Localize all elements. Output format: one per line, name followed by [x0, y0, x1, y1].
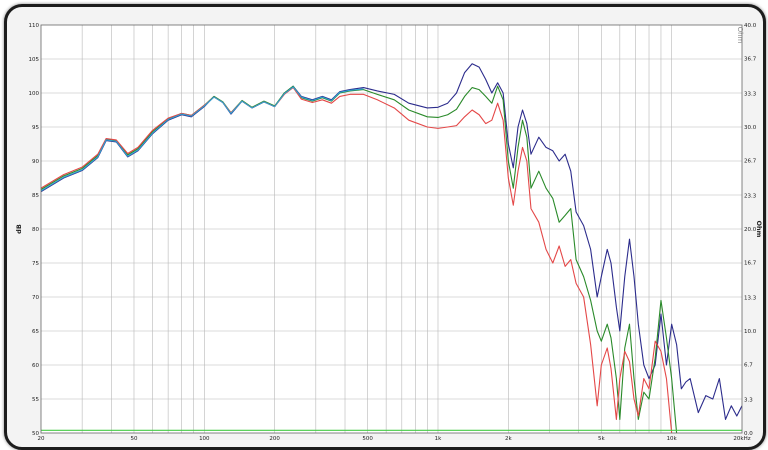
- x-tick-label: 5k: [598, 436, 605, 442]
- x-tick-label: 200: [269, 436, 280, 442]
- y2-tick-label: 33.3: [744, 91, 757, 97]
- series-line-4: [41, 86, 364, 192]
- y-tick-label: 50: [32, 431, 39, 437]
- x-tick-label: 20: [38, 436, 45, 442]
- y2-tick-label: 0.0: [744, 431, 753, 437]
- y-tick-label: 60: [32, 363, 39, 369]
- x-tick-label: 2k: [505, 436, 512, 442]
- y2-tick-label: 26.7: [744, 159, 757, 165]
- x-tick-label: 10k: [667, 436, 678, 442]
- y-tick-label: 65: [32, 329, 39, 335]
- y2-axis-title: Ohm: [755, 221, 763, 238]
- y-tick-label: 105: [29, 57, 40, 63]
- y2-tick-label: 13.3: [744, 295, 757, 301]
- y2-tick-label: 40.0: [744, 23, 757, 29]
- corner-label: Ohm: [736, 27, 744, 44]
- series-lines: [41, 63, 742, 433]
- y-tick-label: 75: [32, 261, 39, 267]
- y-tick-label: 85: [32, 193, 39, 199]
- y-tick-label: 70: [32, 295, 39, 301]
- y-tick-label: 90: [32, 159, 39, 165]
- y2-tick-label: 16.7: [744, 261, 757, 267]
- x-tick-label: 500: [362, 436, 373, 442]
- y-tick-label: 100: [29, 91, 40, 97]
- y2-tick-label: 30.0: [744, 125, 757, 131]
- x-tick-label: 100: [199, 436, 210, 442]
- y-tick-label: 55: [32, 397, 39, 403]
- y-tick-label: 110: [29, 23, 40, 29]
- y2-tick-label: 10.0: [744, 329, 757, 335]
- y2-tick-label: 3.3: [744, 397, 753, 403]
- x-tick-label: 1k: [435, 436, 442, 442]
- y2-tick-label: 36.7: [744, 57, 757, 63]
- plot-border: [40, 24, 743, 434]
- chart-frame: 20 50 100 200 500 1k 2k 5k 10k 20kHz 50 55 60 65 70 75 8…: [4, 4, 766, 450]
- grid: [41, 25, 742, 433]
- y2-tick-label: 6.7: [744, 363, 753, 369]
- x-tick-label: 50: [130, 436, 137, 442]
- y2-tick-label: 20.0: [744, 227, 757, 233]
- y2-tick-label: 23.3: [744, 193, 757, 199]
- y-axis-title: dB: [15, 224, 23, 234]
- y-tick-label: 80: [32, 227, 39, 233]
- frequency-response-chart: 20 50 100 200 500 1k 2k 5k 10k 20kHz5055606570758…: [15, 23, 763, 442]
- tick-labels: 20 50 100 200 500 1k 2k 5k 10k 20kHz5055606570758…: [29, 23, 757, 442]
- y-tick-label: 95: [32, 125, 39, 131]
- x-tick-label: 20kHz: [733, 436, 750, 442]
